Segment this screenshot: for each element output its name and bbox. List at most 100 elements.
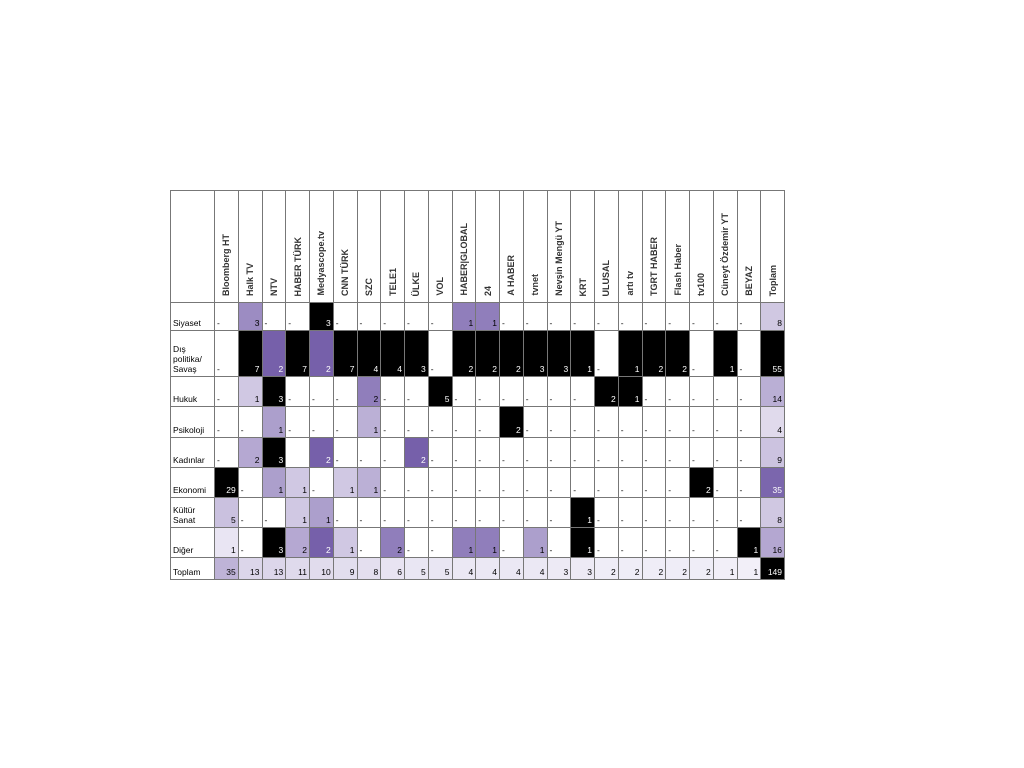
table-row: Ekonomi 29-1 1-1 1- - - - - - - - - - - - -2- -35 <box>170 467 785 498</box>
column-header: artı tv <box>617 190 643 303</box>
cell-value: - <box>739 455 743 465</box>
column-label: HABER TÜRK <box>292 236 303 297</box>
cell: - <box>451 497 477 528</box>
cell: 1 <box>356 406 382 438</box>
table-row: Hukuk -1 3- - -2- -5- - - - - -2 1- - - - -14 <box>170 376 785 407</box>
cell-value: - <box>407 545 410 555</box>
cell: - <box>546 376 572 407</box>
cell: 2 <box>356 376 382 407</box>
cell: - <box>499 497 524 528</box>
cell: - <box>712 302 738 331</box>
cell-value: - <box>478 485 482 495</box>
cell: 5 <box>427 376 453 407</box>
cell-value: 3 <box>278 455 284 465</box>
cell-value: 2 <box>611 394 616 404</box>
cell: 29 <box>214 467 239 498</box>
cell: - <box>594 467 619 498</box>
cell: 10 <box>309 557 334 580</box>
cell-value: - <box>620 455 624 465</box>
cell: 13 <box>261 557 287 580</box>
cell: - <box>594 497 619 528</box>
cell: - <box>380 376 405 407</box>
cell-value: - <box>240 425 244 435</box>
cell-value: - <box>620 425 624 435</box>
cell-value: 1 <box>587 364 592 374</box>
cell-value: - <box>715 485 719 495</box>
cell: - <box>522 406 548 438</box>
cell-value: 10 <box>321 567 331 577</box>
cell: - <box>712 406 738 438</box>
cell: 35 <box>214 557 239 580</box>
cell-value: - <box>383 515 387 525</box>
cell-value: 1 <box>492 545 497 555</box>
cell-value: - <box>502 318 505 328</box>
cell-value: - <box>454 485 458 495</box>
column-label: Toplam <box>767 264 778 296</box>
table-row: Toplam 35 13 13 11 10 9 8 6 5 5 4 4 4 4 3 3 2 2 2 2 2 1 1 149 <box>170 557 785 580</box>
cell-value: - <box>430 364 434 374</box>
cell: - <box>380 467 405 498</box>
column-header: tv100 <box>689 190 714 303</box>
cell-value: 5 <box>421 567 426 577</box>
cell: 1 <box>617 376 643 407</box>
cell: 1 <box>475 527 500 558</box>
cell-value: - <box>454 394 458 404</box>
cell-value: - <box>217 455 220 465</box>
cell-value: 2 <box>492 364 497 374</box>
cell: - <box>475 467 500 498</box>
column-header: Nevşin Mengü YT <box>546 190 572 303</box>
cell: - <box>594 437 619 468</box>
cell-value: - <box>597 485 600 495</box>
cell-value: - <box>668 485 672 495</box>
cell: - <box>712 376 738 407</box>
table-row: Kadınlar -2 3 2- - -2- - - - - - - - - - - - - -9 <box>170 437 785 468</box>
cell-value: 4 <box>468 567 474 577</box>
column-label: ULUSAL <box>601 259 612 297</box>
cell: - <box>427 437 453 468</box>
cell-value: - <box>478 515 482 525</box>
cell: 1 <box>451 527 477 558</box>
table-row: Psikoloji - -1- - -1- - - - -2- - - - - - - - - -4 <box>170 406 785 438</box>
cell: 3 <box>261 376 287 407</box>
cell-value: 3 <box>587 567 592 577</box>
cell: 3 <box>570 557 595 580</box>
table-wrap: Bloomberg HT Halk TV NTV HABER TÜRK Medyasco… <box>170 190 785 580</box>
cell: - <box>404 376 429 407</box>
cell: 1 <box>475 302 500 331</box>
cell: - <box>570 406 595 438</box>
cell: 1 <box>712 557 738 580</box>
cell-value: - <box>502 545 505 555</box>
cell: 2 <box>617 557 643 580</box>
cell-value: 2 <box>326 545 331 555</box>
cell-value: - <box>739 364 743 374</box>
cell: 7 <box>332 330 358 377</box>
cell-value: - <box>739 485 743 495</box>
cell-value: 2 <box>373 394 379 404</box>
cell: - <box>712 437 738 468</box>
cell-value: - <box>478 425 482 435</box>
cell: - <box>475 406 500 438</box>
cell-value: 1 <box>492 318 497 328</box>
cell: - <box>570 437 595 468</box>
cell-value: 1 <box>349 545 355 555</box>
cell-value: 4 <box>492 567 497 577</box>
cell-value: - <box>430 545 434 555</box>
cell: 9 <box>332 557 358 580</box>
cell-value: 1 <box>231 545 236 555</box>
cell: - <box>665 437 690 468</box>
cell-value: - <box>549 318 553 328</box>
cell: 1 <box>736 557 762 580</box>
cell: - <box>665 527 690 558</box>
cell-value: 1 <box>302 485 307 495</box>
cell: 5 <box>214 497 239 528</box>
cell-value: 1 <box>634 364 640 374</box>
corner <box>170 190 215 303</box>
cell: 2 <box>261 330 287 377</box>
table-row: Siyaset -3- -3- - - - -1 1- - - - - - - - - - -8 <box>170 302 785 331</box>
cell-value: - <box>502 485 505 495</box>
cell: - <box>570 376 595 407</box>
cell: 1 <box>736 527 762 558</box>
cell: - <box>261 302 287 331</box>
cell: - <box>617 497 643 528</box>
cell-value: 8 <box>777 515 782 525</box>
